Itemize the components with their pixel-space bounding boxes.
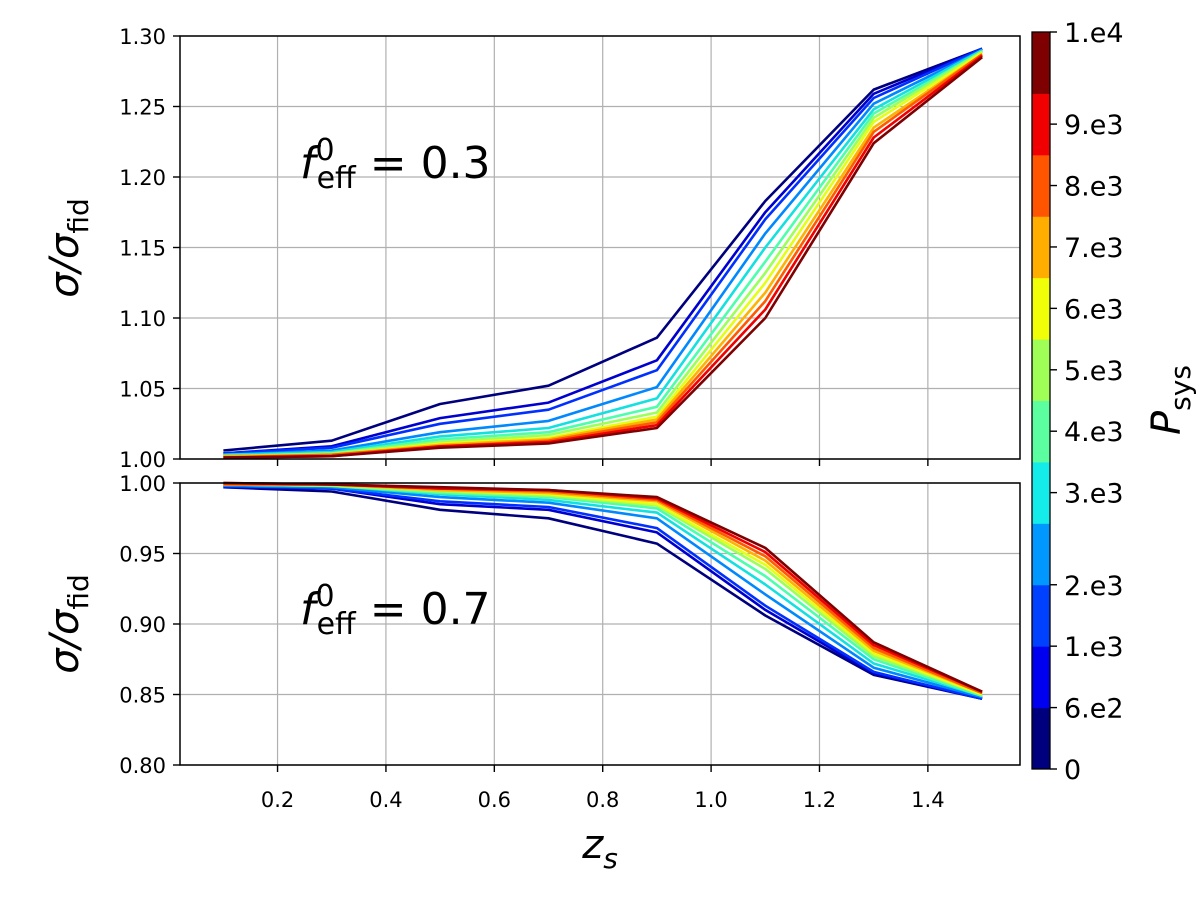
colorbar-segment — [1032, 523, 1050, 586]
series-line-1 — [223, 47, 983, 455]
series-line-2 — [223, 484, 983, 700]
colorbar-segment — [1032, 154, 1050, 217]
series-line-3 — [223, 48, 983, 457]
y-tick-label: 1.10 — [119, 307, 166, 331]
colorbar-tick-label: 5.e3 — [1064, 356, 1124, 387]
colorbar-title: Psys — [1144, 365, 1197, 435]
x-tick-label: 1.4 — [911, 788, 944, 812]
series-line-11 — [223, 56, 983, 459]
colorbar-tick-label: 1.e3 — [1064, 632, 1124, 663]
series-line-6 — [223, 483, 983, 696]
top-panel: 1.00 1.05 1.10 1.15 1.20 1.25 1.30 — [119, 25, 1021, 472]
colorbar-segment — [1032, 339, 1050, 401]
bottom-annotation: f0 eff = 0.7 — [300, 579, 491, 642]
colorbar-tick-label: 6.e3 — [1064, 294, 1124, 325]
colorbar-segment — [1032, 646, 1050, 709]
series-line-11 — [223, 481, 983, 693]
y-tick-label: 0.90 — [119, 613, 166, 637]
colorbar-tick-label: 4.e3 — [1064, 417, 1124, 448]
x-tick-label: 0.2 — [261, 788, 294, 812]
colorbar-tick-label: 0 — [1064, 755, 1081, 786]
top-annotation: f0 eff = 0.3 — [300, 133, 491, 196]
x-tick-label: 0.4 — [369, 788, 402, 812]
colorbar-tick-label: 9.e3 — [1064, 110, 1124, 141]
x-tick-label: 1.0 — [694, 788, 727, 812]
colorbar-segment — [1032, 461, 1050, 524]
y-tick-label: 1.25 — [119, 96, 166, 120]
y-tick-label: 1.30 — [119, 25, 166, 49]
colorbar-segment — [1032, 400, 1050, 463]
colorbar-segment — [1032, 32, 1050, 94]
colorbar-segment — [1032, 707, 1050, 770]
colorbar-tick-label: 2.e3 — [1064, 571, 1124, 602]
colorbar: 0 6.e2 1.e3 2.e3 3.e3 4.e3 5.e3 6.e3 7.e3 8.e3 9.e… — [1031, 18, 1124, 786]
colorbar-tick-label: 1.e4 — [1064, 18, 1124, 49]
colorbar-tick-label: 6.e2 — [1064, 694, 1124, 725]
x-axis-title: zs — [581, 822, 618, 875]
series-line-2 — [223, 47, 983, 455]
colorbar-frame — [1031, 31, 1051, 770]
y-tick-label: 1.05 — [119, 378, 166, 402]
x-tick-label: 0.8 — [586, 788, 619, 812]
y-tick-label: 0.85 — [119, 684, 166, 708]
x-tick-label: 0.6 — [478, 788, 511, 812]
y-tick-label: 1.20 — [119, 166, 166, 190]
y-tick-label: 1.15 — [119, 237, 166, 261]
y-tick-label: 1.00 — [119, 448, 166, 472]
series-line-4 — [223, 48, 983, 457]
colorbar-segment — [1032, 277, 1050, 340]
series-line-0 — [223, 485, 983, 700]
colorbar-tick-label: 8.e3 — [1064, 172, 1124, 203]
colorbar-segment — [1032, 584, 1050, 647]
colorbar-tick-label: 3.e3 — [1064, 479, 1124, 510]
bottom-panel: 0.2 0.4 0.6 0.8 1.0 1.2 1.4 0.80 0.85 0.90 0.95 1.0… — [119, 472, 1021, 812]
x-tick-label: 1.2 — [803, 788, 836, 812]
series-line-0 — [223, 47, 983, 452]
colorbar-tick-label: 7.e3 — [1064, 233, 1124, 264]
bottom-y-axis-title: σ/σfid — [42, 574, 95, 674]
colorbar-segment — [1032, 216, 1050, 279]
colorbar-segment — [1032, 93, 1050, 156]
y-tick-label: 0.95 — [119, 543, 166, 567]
top-y-axis-title: σ/σfid — [42, 198, 95, 298]
y-tick-label: 0.80 — [119, 754, 166, 778]
y-tick-label: 1.00 — [119, 472, 166, 496]
series-line-6 — [223, 50, 983, 458]
series-line-3 — [223, 484, 983, 699]
